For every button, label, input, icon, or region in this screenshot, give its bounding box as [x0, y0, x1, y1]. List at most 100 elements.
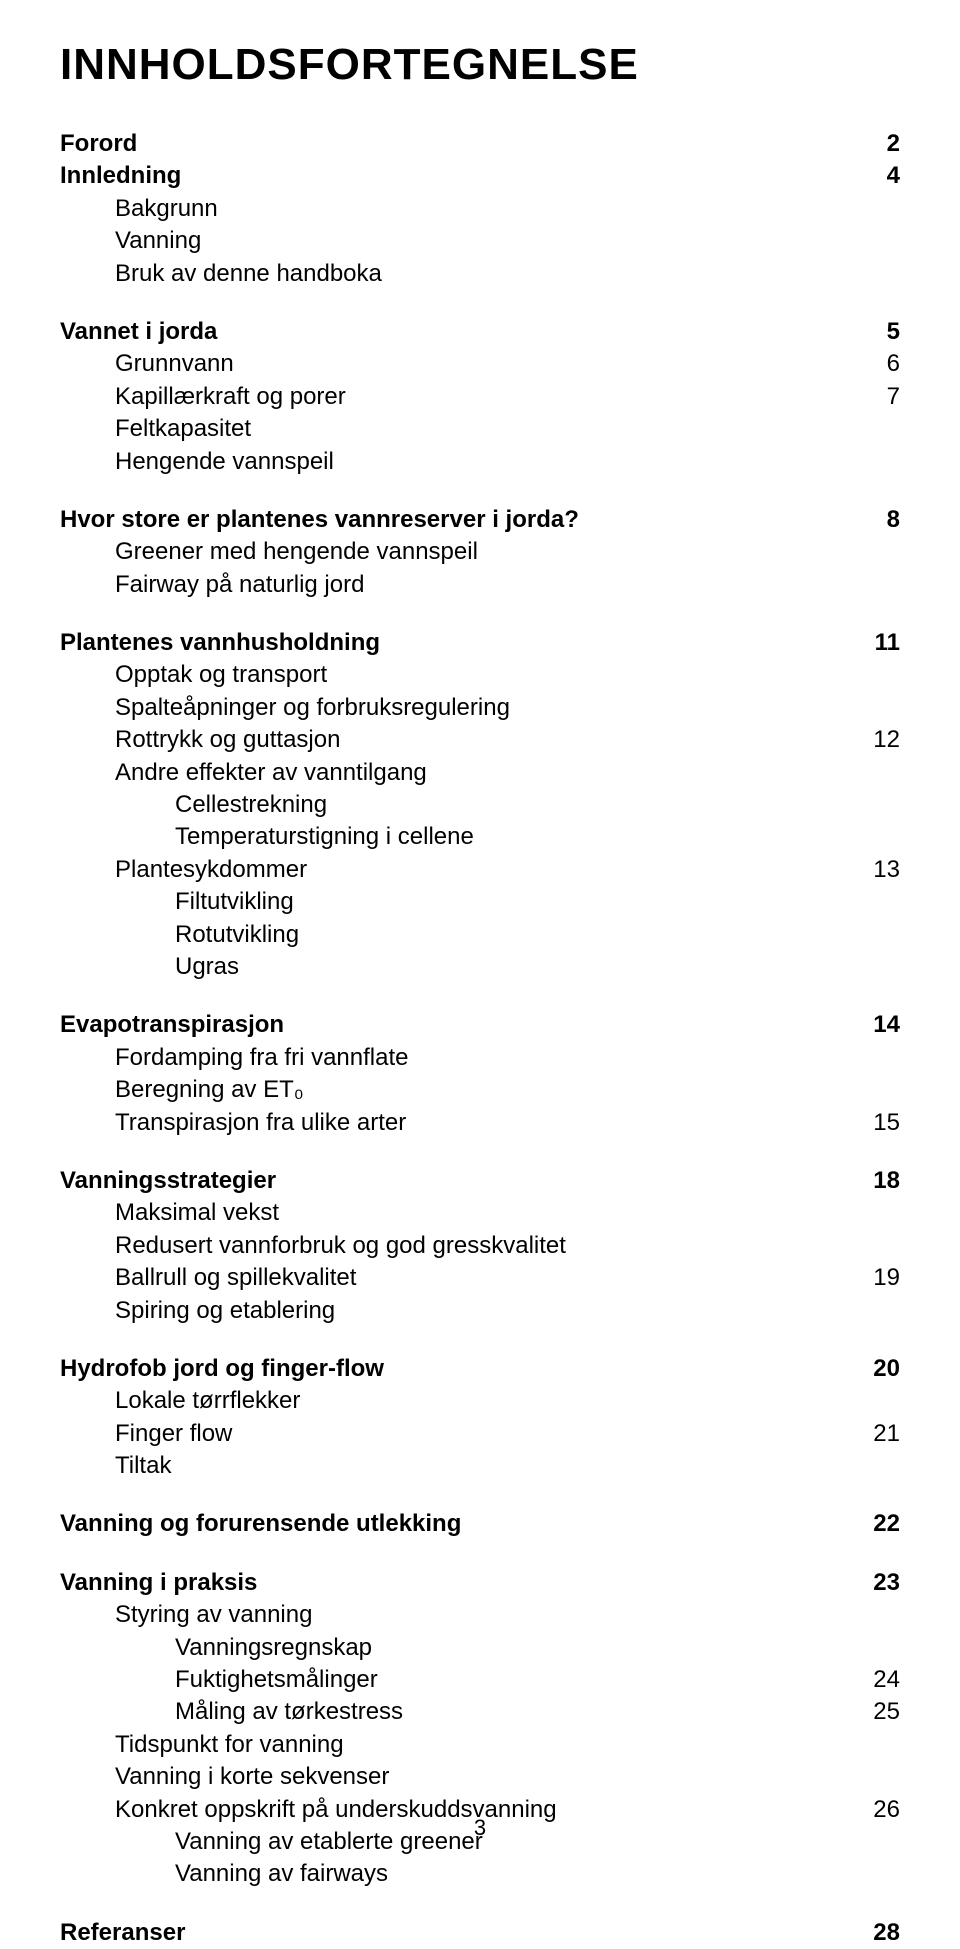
- toc-row: Vannet i jorda5: [60, 316, 900, 348]
- toc-page-number: 20: [853, 1353, 900, 1385]
- toc-label: Evapotranspirasjon: [60, 1009, 853, 1041]
- toc-row: Tidspunkt for vanning: [60, 1729, 900, 1761]
- toc-row: Vanning i praksis23: [60, 1567, 900, 1599]
- toc-label: Fordamping fra fri vannflate: [60, 1042, 880, 1074]
- toc-row: Vanning i korte sekvenser: [60, 1761, 900, 1793]
- toc-label: Vannet i jorda: [60, 316, 867, 348]
- toc-row: Fairway på naturlig jord: [60, 569, 900, 601]
- page-number: 3: [0, 1815, 960, 1841]
- toc-block: Hvor store er plantenes vannreserver i j…: [60, 504, 900, 601]
- toc-row: Hydrofob jord og finger-flow20: [60, 1353, 900, 1385]
- toc-block: Forord2Innledning4BakgrunnVanningBruk av…: [60, 128, 900, 290]
- toc-label: Vanning av fairways: [60, 1858, 880, 1890]
- toc-row: Hvor store er plantenes vannreserver i j…: [60, 504, 900, 536]
- toc-row: Ballrull og spillekvalitet19: [60, 1262, 900, 1294]
- toc-label: Feltkapasitet: [60, 413, 880, 445]
- toc-label: Fuktighetsmålinger: [60, 1664, 853, 1696]
- toc-row: Beregning av ET₀: [60, 1074, 900, 1106]
- toc-row: Vanning: [60, 225, 900, 257]
- toc-row: Vanningsstrategier18: [60, 1165, 900, 1197]
- toc-label: Redusert vannforbruk og god gresskvalite…: [60, 1230, 880, 1262]
- toc-row: Plantesykdommer13: [60, 854, 900, 886]
- toc-row: Spalteåpninger og forbruksregulering: [60, 692, 900, 724]
- toc-label: Fairway på naturlig jord: [60, 569, 880, 601]
- toc-row: Innledning4: [60, 160, 900, 192]
- toc-label: Referanser: [60, 1917, 853, 1949]
- toc-row: Vanningsregnskap: [60, 1632, 900, 1664]
- toc-page-number: 19: [853, 1262, 900, 1294]
- toc-row: Tiltak: [60, 1450, 900, 1482]
- toc-block: Vanningsstrategier18Maksimal vekstReduse…: [60, 1165, 900, 1327]
- toc-label: Bruk av denne handboka: [60, 258, 880, 290]
- toc-block: Plantenes vannhusholdning11Opptak og tra…: [60, 627, 900, 983]
- toc-page-number: 7: [867, 381, 900, 413]
- toc-page-number: 13: [853, 854, 900, 886]
- toc-page-number: 24: [853, 1664, 900, 1696]
- toc-label: Lokale tørrflekker: [60, 1385, 880, 1417]
- toc-label: Vanning i korte sekvenser: [60, 1761, 880, 1793]
- toc-row: Finger flow21: [60, 1418, 900, 1450]
- toc-row: Forord2: [60, 128, 900, 160]
- toc: Forord2Innledning4BakgrunnVanningBruk av…: [60, 128, 900, 1949]
- toc-label: Vanning: [60, 225, 880, 257]
- toc-block: Referanser28: [60, 1917, 900, 1949]
- toc-label: Spalteåpninger og forbruksregulering: [60, 692, 880, 724]
- toc-page-number: 4: [867, 160, 900, 192]
- toc-label: Vanning og forurensende utlekking: [60, 1508, 853, 1540]
- toc-label: Cellestrekning: [60, 789, 880, 821]
- toc-page-number: 22: [853, 1508, 900, 1540]
- toc-block: Evapotranspirasjon14Fordamping fra fri v…: [60, 1009, 900, 1139]
- toc-block: Vannet i jorda5Grunnvann6Kapillærkraft o…: [60, 316, 900, 478]
- toc-page-number: 11: [855, 627, 900, 659]
- toc-label: Rotutvikling: [60, 919, 880, 951]
- toc-row: Feltkapasitet: [60, 413, 900, 445]
- toc-row: Rottrykk og guttasjon12: [60, 724, 900, 756]
- toc-row: Vanning av fairways: [60, 1858, 900, 1890]
- toc-page-number: 28: [853, 1917, 900, 1949]
- toc-row: Fordamping fra fri vannflate: [60, 1042, 900, 1074]
- toc-row: Bruk av denne handboka: [60, 258, 900, 290]
- toc-label: Innledning: [60, 160, 867, 192]
- toc-label: Temperaturstigning i cellene: [60, 821, 880, 853]
- toc-row: Måling av tørkestress25: [60, 1696, 900, 1728]
- toc-block: Hydrofob jord og finger-flow20Lokale tør…: [60, 1353, 900, 1483]
- toc-page-number: 12: [853, 724, 900, 756]
- toc-label: Styring av vanning: [60, 1599, 880, 1631]
- toc-page-number: 14: [853, 1009, 900, 1041]
- page-title: INNHOLDSFORTEGNELSE: [60, 40, 900, 90]
- toc-row: Ugras: [60, 951, 900, 983]
- toc-row: Rotutvikling: [60, 919, 900, 951]
- toc-row: Evapotranspirasjon14: [60, 1009, 900, 1041]
- toc-row: Cellestrekning: [60, 789, 900, 821]
- toc-row: Lokale tørrflekker: [60, 1385, 900, 1417]
- toc-page-number: 8: [867, 504, 900, 536]
- toc-label: Hengende vannspeil: [60, 446, 880, 478]
- toc-label: Plantenes vannhusholdning: [60, 627, 855, 659]
- toc-block: Vanning i praksis23Styring av vanningVan…: [60, 1567, 900, 1891]
- toc-label: Måling av tørkestress: [60, 1696, 853, 1728]
- toc-label: Finger flow: [60, 1418, 853, 1450]
- toc-row: Redusert vannforbruk og god gresskvalite…: [60, 1230, 900, 1262]
- toc-label: Ballrull og spillekvalitet: [60, 1262, 853, 1294]
- toc-label: Opptak og transport: [60, 659, 880, 691]
- toc-row: Maksimal vekst: [60, 1197, 900, 1229]
- toc-label: Maksimal vekst: [60, 1197, 880, 1229]
- toc-page-number: 15: [853, 1107, 900, 1139]
- toc-label: Andre effekter av vanntilgang: [60, 757, 880, 789]
- toc-row: Grunnvann6: [60, 348, 900, 380]
- toc-row: Bakgrunn: [60, 193, 900, 225]
- toc-label: Filtutvikling: [60, 886, 880, 918]
- toc-row: Plantenes vannhusholdning11: [60, 627, 900, 659]
- toc-page-number: 23: [853, 1567, 900, 1599]
- toc-label: Ugras: [60, 951, 880, 983]
- toc-block: Vanning og forurensende utlekking22: [60, 1508, 900, 1540]
- toc-page-number: 6: [867, 348, 900, 380]
- toc-page-number: 18: [853, 1165, 900, 1197]
- toc-page-number: 5: [867, 316, 900, 348]
- toc-label: Transpirasjon fra ulike arter: [60, 1107, 853, 1139]
- toc-label: Spiring og etablering: [60, 1295, 880, 1327]
- toc-row: Andre effekter av vanntilgang: [60, 757, 900, 789]
- toc-label: Kapillærkraft og porer: [60, 381, 867, 413]
- toc-label: Beregning av ET₀: [60, 1074, 880, 1106]
- toc-row: Vanning og forurensende utlekking22: [60, 1508, 900, 1540]
